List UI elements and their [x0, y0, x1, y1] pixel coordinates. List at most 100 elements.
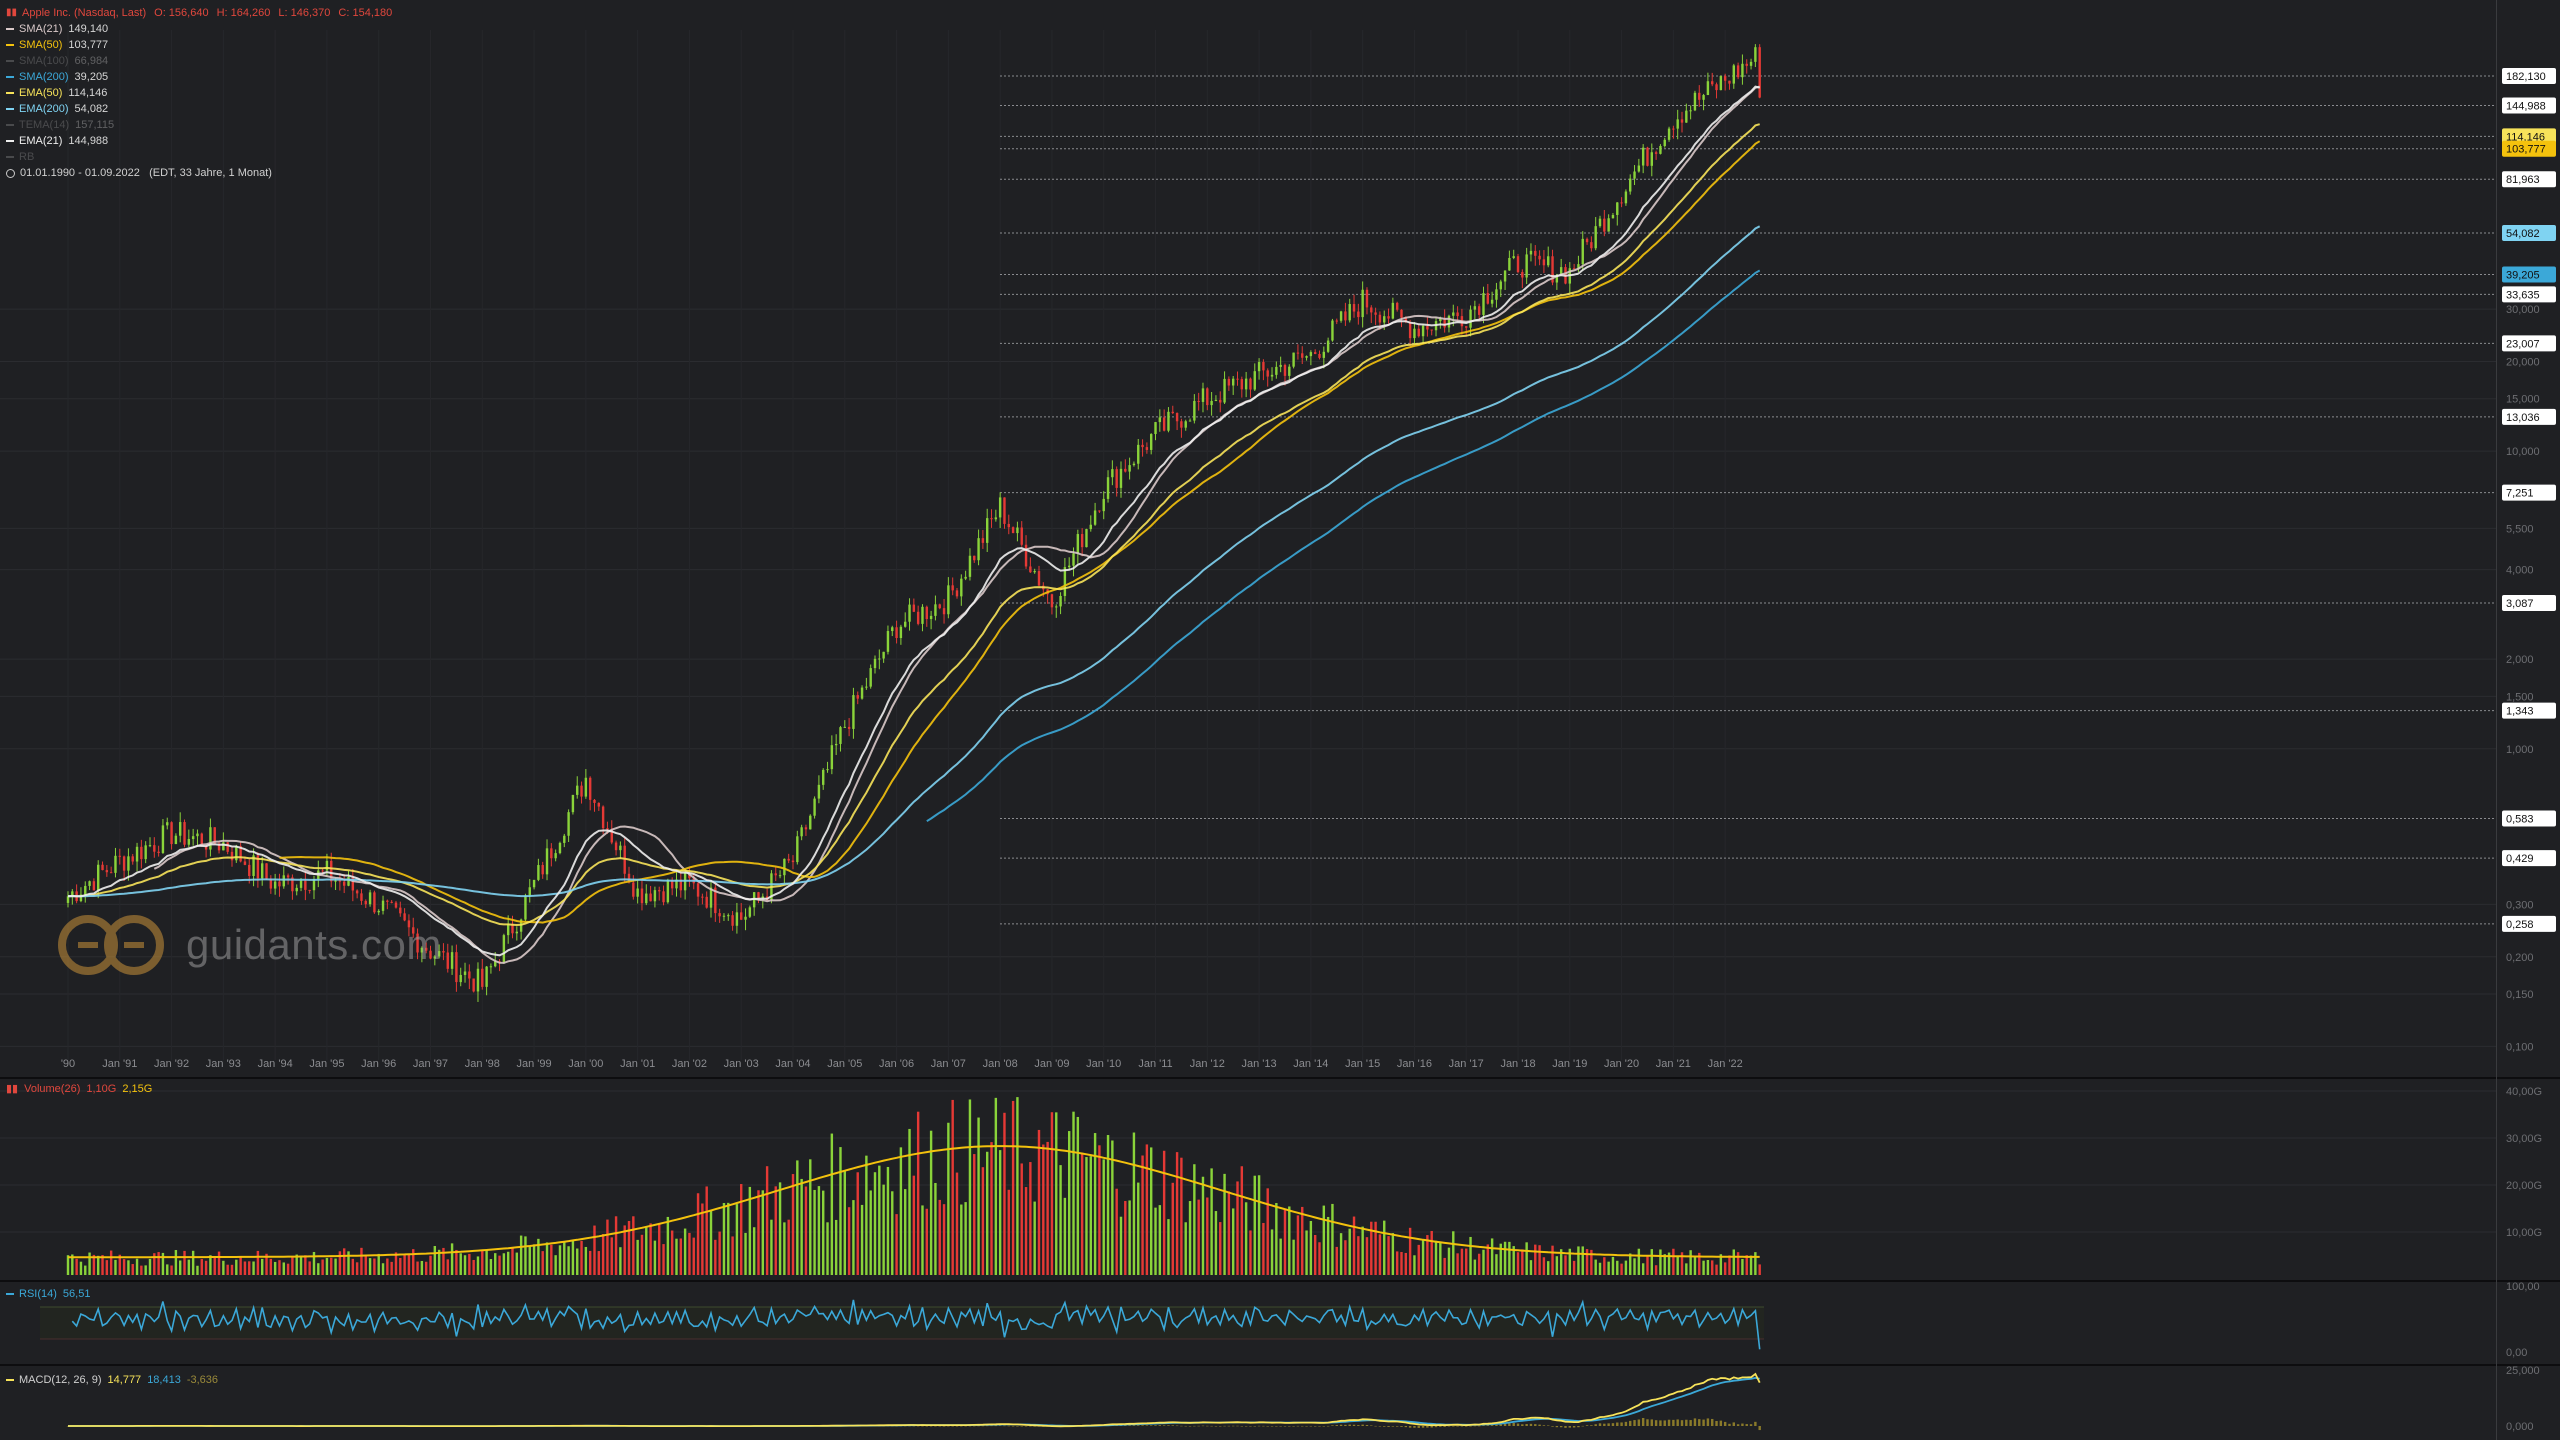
- date-range[interactable]: 01.01.1990 - 01.09.2022 (EDT, 33 Jahre, …: [6, 165, 400, 181]
- price-marker-bg: [2502, 850, 2556, 867]
- legend-row-ema-50-[interactable]: EMA(50) 114,146: [6, 85, 400, 101]
- candle-body: [502, 935, 506, 963]
- candle-body: [1495, 289, 1498, 300]
- candle-body: [990, 518, 993, 520]
- volume-bar: [187, 1259, 191, 1275]
- volume-bar: [614, 1216, 618, 1275]
- candle-body: [450, 952, 454, 969]
- volume-bar: [118, 1254, 121, 1275]
- macd-histogram-bar: [1011, 1425, 1015, 1427]
- macd-histogram-bar: [1521, 1424, 1524, 1426]
- candle-body: [442, 951, 445, 953]
- volume-bar: [1335, 1246, 1338, 1275]
- volume-bar: [109, 1250, 113, 1275]
- candle-body: [412, 927, 415, 934]
- candle-body: [79, 894, 83, 902]
- candle-body: [1754, 47, 1757, 62]
- macd-value-1: 14,777: [107, 1374, 142, 1386]
- volume-bar: [584, 1246, 588, 1275]
- macd-histogram-bar: [1659, 1420, 1662, 1426]
- volume-label[interactable]: Volume(26): [24, 1082, 81, 1095]
- rsi-swatch: [6, 1293, 14, 1295]
- candle-body: [97, 864, 100, 891]
- candle-body: [1702, 95, 1705, 100]
- macd-histogram-bar: [1482, 1425, 1485, 1426]
- macd-histogram-bar: [1180, 1425, 1183, 1427]
- candle-body: [895, 627, 898, 638]
- volume-bar: [360, 1247, 363, 1275]
- volume-bar: [929, 1130, 933, 1275]
- price-marker-bg: [2502, 595, 2556, 612]
- macd-histogram-bar: [1749, 1424, 1753, 1426]
- volume-bar: [1564, 1255, 1567, 1275]
- x-tick-label: Jan '96: [361, 1058, 396, 1070]
- volume-bar: [705, 1186, 708, 1275]
- volume-bar: [804, 1186, 808, 1275]
- macd-histogram-bar: [1404, 1426, 1408, 1428]
- volume-bar: [144, 1265, 147, 1275]
- candle-body: [886, 631, 890, 652]
- macd-histogram-bar: [921, 1425, 924, 1427]
- price-axis-border: [2496, 0, 2497, 1440]
- legend-row-sma-50-[interactable]: SMA(50) 103,777: [6, 37, 400, 53]
- candle-body: [312, 878, 316, 891]
- candle-body: [347, 876, 350, 886]
- volume-bar: [796, 1160, 799, 1275]
- volume-bar: [1693, 1257, 1697, 1275]
- legend-row-tema-14-[interactable]: TEMA(14) 157,115: [6, 117, 400, 133]
- volume-bar: [1637, 1248, 1641, 1275]
- candle-body: [563, 835, 566, 843]
- instrument-name[interactable]: Apple Inc. (Nasdaq, Last): [22, 7, 147, 19]
- volume-bar: [735, 1204, 739, 1275]
- candle-body: [1624, 191, 1628, 204]
- rsi-line: [40, 1299, 1764, 1350]
- volume-bar: [1607, 1261, 1610, 1275]
- candle-body: [1542, 259, 1546, 266]
- volume-bar: [256, 1250, 260, 1275]
- volume-bar: [692, 1237, 695, 1275]
- volume-bar: [658, 1223, 661, 1275]
- watermark: guidants.com: [56, 910, 442, 980]
- volume-bar: [1624, 1260, 1628, 1275]
- candle-body: [1158, 417, 1162, 423]
- volume-bar: [1633, 1258, 1636, 1275]
- macd-histogram-bar: [1590, 1425, 1593, 1426]
- candle-body: [1555, 275, 1559, 283]
- x-tick-label: Jan '13: [1242, 1058, 1277, 1070]
- candle-body: [148, 845, 152, 847]
- candle-body: [632, 882, 635, 897]
- macd-histogram-bar: [929, 1425, 933, 1427]
- legend-value: 149,140: [68, 23, 109, 35]
- candle-body: [934, 604, 937, 616]
- legend-row-ema-200-[interactable]: EMA(200) 54,082: [6, 101, 400, 117]
- legend-value: 114,146: [68, 87, 108, 99]
- macd-histogram-bar: [1680, 1420, 1684, 1426]
- rsi-tick-label: 0,00: [2506, 1347, 2527, 1359]
- macd-histogram-bar: [1551, 1426, 1554, 1427]
- candle-body: [1219, 399, 1222, 403]
- macd-histogram-bar: [1395, 1426, 1399, 1427]
- macd-label[interactable]: MACD(12, 26, 9): [19, 1374, 102, 1386]
- macd-histogram-bar: [1391, 1426, 1395, 1427]
- legend-row-sma-200-[interactable]: SMA(200) 39,205: [6, 69, 400, 85]
- legend-row-sma-100-[interactable]: SMA(100) 66,984: [6, 53, 400, 69]
- macd-histogram-bar: [1339, 1424, 1343, 1426]
- candle-body: [209, 827, 212, 850]
- candle-body: [1227, 378, 1231, 386]
- volume-bar: [809, 1159, 812, 1275]
- candle-body: [822, 769, 825, 785]
- legend-row-rb[interactable]: RB: [6, 149, 400, 165]
- volume-bar: [1585, 1249, 1589, 1275]
- candle-body: [1672, 128, 1675, 130]
- legend-row-ema-21-[interactable]: EMA(21) 144,988: [6, 133, 400, 149]
- macd-histogram-bar: [1538, 1424, 1541, 1426]
- candle-body: [1525, 254, 1528, 278]
- volume-bar: [92, 1254, 96, 1275]
- volume-bar: [230, 1264, 234, 1275]
- legend-row-sma-21-[interactable]: SMA(21) 149,140: [6, 21, 400, 37]
- rsi-label[interactable]: RSI(14): [19, 1288, 57, 1300]
- volume-bar: [571, 1240, 575, 1275]
- legend-swatch: [6, 124, 14, 126]
- volume-bar: [1322, 1205, 1326, 1275]
- candle-body: [1378, 314, 1382, 323]
